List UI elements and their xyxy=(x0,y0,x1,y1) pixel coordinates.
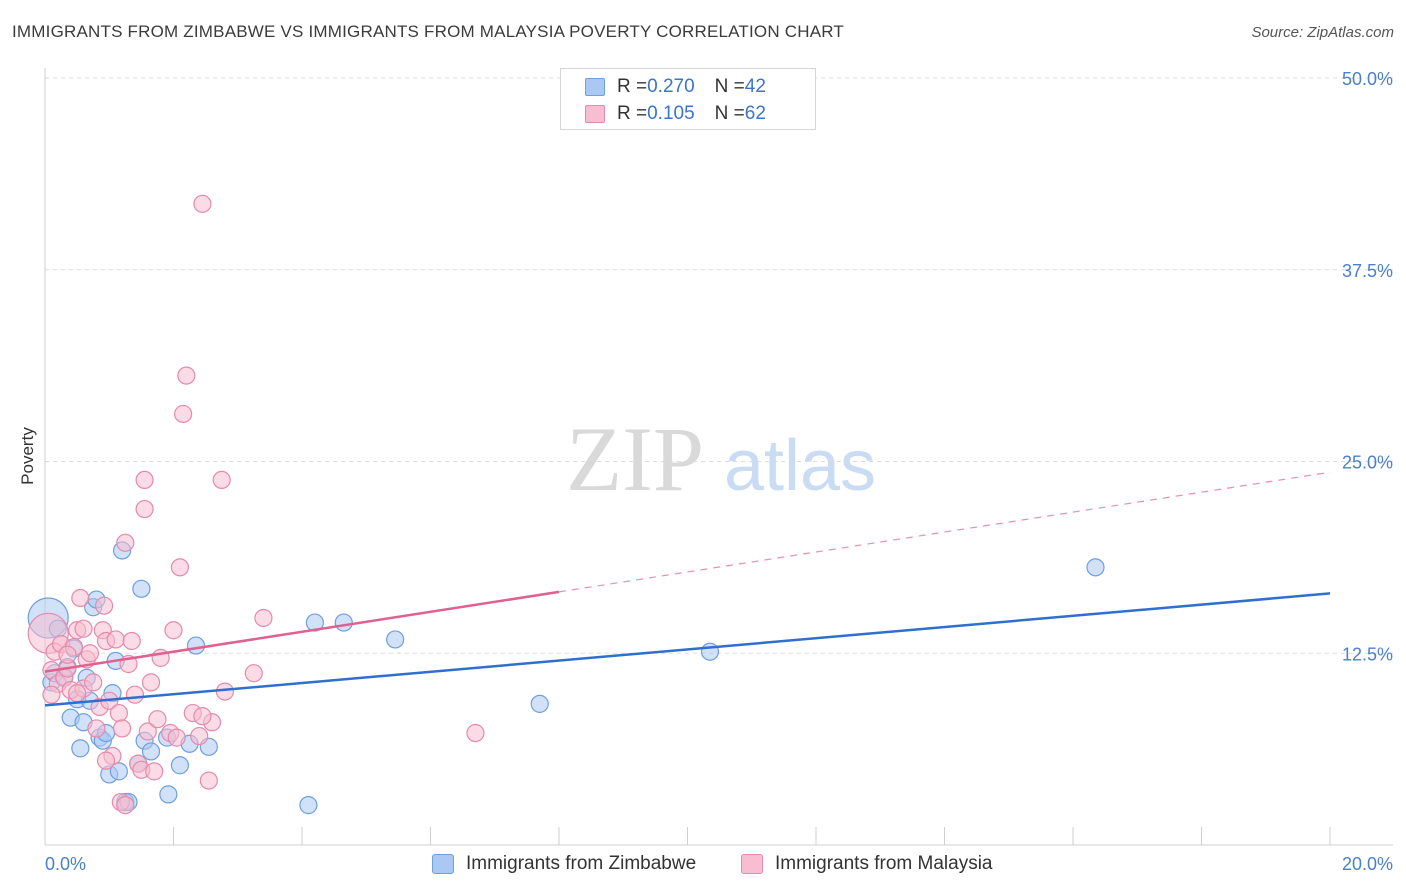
trend-lines xyxy=(44,471,1331,707)
x-tick-label: 0.0% xyxy=(45,854,86,874)
zimbabwe-point xyxy=(170,756,190,775)
zimbabwe-point xyxy=(141,742,161,761)
legend-n-value: 62 xyxy=(744,103,766,124)
malaysia-point xyxy=(145,762,164,781)
malaysia-point xyxy=(87,719,106,738)
bottom-legend-zimbabwe: Immigrants from Zimbabwe xyxy=(432,852,696,876)
zimbabwe-point xyxy=(159,785,178,804)
malaysia-point xyxy=(106,630,125,649)
malaysia-trend-line-extension xyxy=(558,471,1331,593)
axes xyxy=(44,68,1393,846)
malaysia-point xyxy=(116,796,135,815)
legend-n-label: N = xyxy=(714,76,745,97)
malaysia-point xyxy=(112,719,132,738)
zimbabwe-point xyxy=(132,579,151,598)
data-points xyxy=(27,194,1105,815)
malaysia-point xyxy=(84,673,103,692)
malaysia-point xyxy=(68,684,87,703)
malaysia-trend-line xyxy=(44,590,560,673)
legend-swatch-pink xyxy=(585,105,605,123)
watermark: ZIP atlas xyxy=(566,408,876,510)
malaysia-point xyxy=(164,621,183,640)
zimbabwe-trend-line xyxy=(44,592,1331,707)
zimbabwe-point xyxy=(71,739,90,758)
malaysia-point xyxy=(95,596,114,615)
x-tick-label: 20.0% xyxy=(1342,854,1393,874)
malaysia-point xyxy=(141,673,161,692)
y-tick-label: 37.5% xyxy=(1342,261,1393,281)
legend-r-label: R = xyxy=(617,76,648,97)
malaysia-point xyxy=(74,619,93,638)
zimbabwe-point xyxy=(109,762,128,781)
legend: R = 0.270 N = 42 R = 0.105 N = 62 xyxy=(560,68,816,130)
bottom-legend-malaysia: Immigrants from Malaysia xyxy=(741,852,993,876)
malaysia-point xyxy=(125,685,145,704)
malaysia-point xyxy=(42,685,61,704)
zimbabwe-point xyxy=(530,694,549,713)
legend-swatch-blue xyxy=(585,78,605,96)
bottom-legend-swatch-pink xyxy=(741,854,763,874)
bottom-legend-label: Immigrants from Zimbabwe xyxy=(466,853,697,874)
zimbabwe-point xyxy=(334,613,353,632)
y-tick-label: 12.5% xyxy=(1342,644,1393,664)
malaysia-point xyxy=(212,470,231,490)
malaysia-point xyxy=(96,751,116,770)
watermark-atlas: atlas xyxy=(724,426,876,506)
bottom-legend-label: Immigrants from Malaysia xyxy=(775,853,993,874)
y-tick-label: 50.0% xyxy=(1342,69,1393,89)
malaysia-point xyxy=(190,726,209,746)
malaysia-point xyxy=(135,499,154,519)
malaysia-point xyxy=(254,608,273,628)
malaysia-point xyxy=(174,404,193,424)
source-label: Source: ZipAtlas.com xyxy=(1251,24,1394,41)
zimbabwe-point xyxy=(1086,558,1105,577)
malaysia-point xyxy=(135,470,154,490)
watermark-zip: ZIP xyxy=(566,408,704,510)
malaysia-point xyxy=(80,644,100,663)
malaysia-point xyxy=(138,722,157,741)
malaysia-point xyxy=(170,558,190,577)
legend-row-malaysia: R = 0.105 N = 62 xyxy=(585,101,766,127)
malaysia-point xyxy=(193,707,212,726)
malaysia-point xyxy=(466,723,485,743)
zimbabwe-point xyxy=(305,613,324,632)
legend-r-label: R = xyxy=(617,103,648,124)
zimbabwe-point xyxy=(386,630,405,649)
malaysia-point xyxy=(177,366,196,385)
malaysia-point xyxy=(109,703,128,723)
zimbabwe-point xyxy=(299,796,318,815)
legend-r-value: 0.105 xyxy=(647,103,695,124)
malaysia-point xyxy=(122,631,141,651)
grid-lines xyxy=(45,77,1393,654)
malaysia-point xyxy=(199,771,218,790)
y-tick-label: 25.0% xyxy=(1342,453,1393,473)
bottom-legend-swatch-blue xyxy=(432,854,454,874)
malaysia-point xyxy=(167,728,186,747)
malaysia-point xyxy=(71,588,90,608)
legend-n-value: 42 xyxy=(744,76,766,97)
chart-title: IMMIGRANTS FROM ZIMBABWE VS IMMIGRANTS F… xyxy=(12,22,844,41)
legend-row-zimbabwe: R = 0.270 N = 42 xyxy=(585,74,766,100)
legend-n-label: N = xyxy=(714,103,745,124)
malaysia-point xyxy=(116,533,135,552)
malaysia-point xyxy=(244,664,263,683)
legend-r-value: 0.270 xyxy=(647,76,695,97)
tick-labels: 12.5% 25.0% 37.5% 50.0% 0.0% 20.0% xyxy=(45,69,1393,874)
malaysia-point xyxy=(193,194,212,213)
malaysia-point xyxy=(215,682,234,701)
malaysia-point xyxy=(58,645,77,664)
malaysia-point xyxy=(148,710,167,729)
y-axis-label: Poverty xyxy=(18,427,37,485)
zimbabwe-point xyxy=(186,636,206,655)
